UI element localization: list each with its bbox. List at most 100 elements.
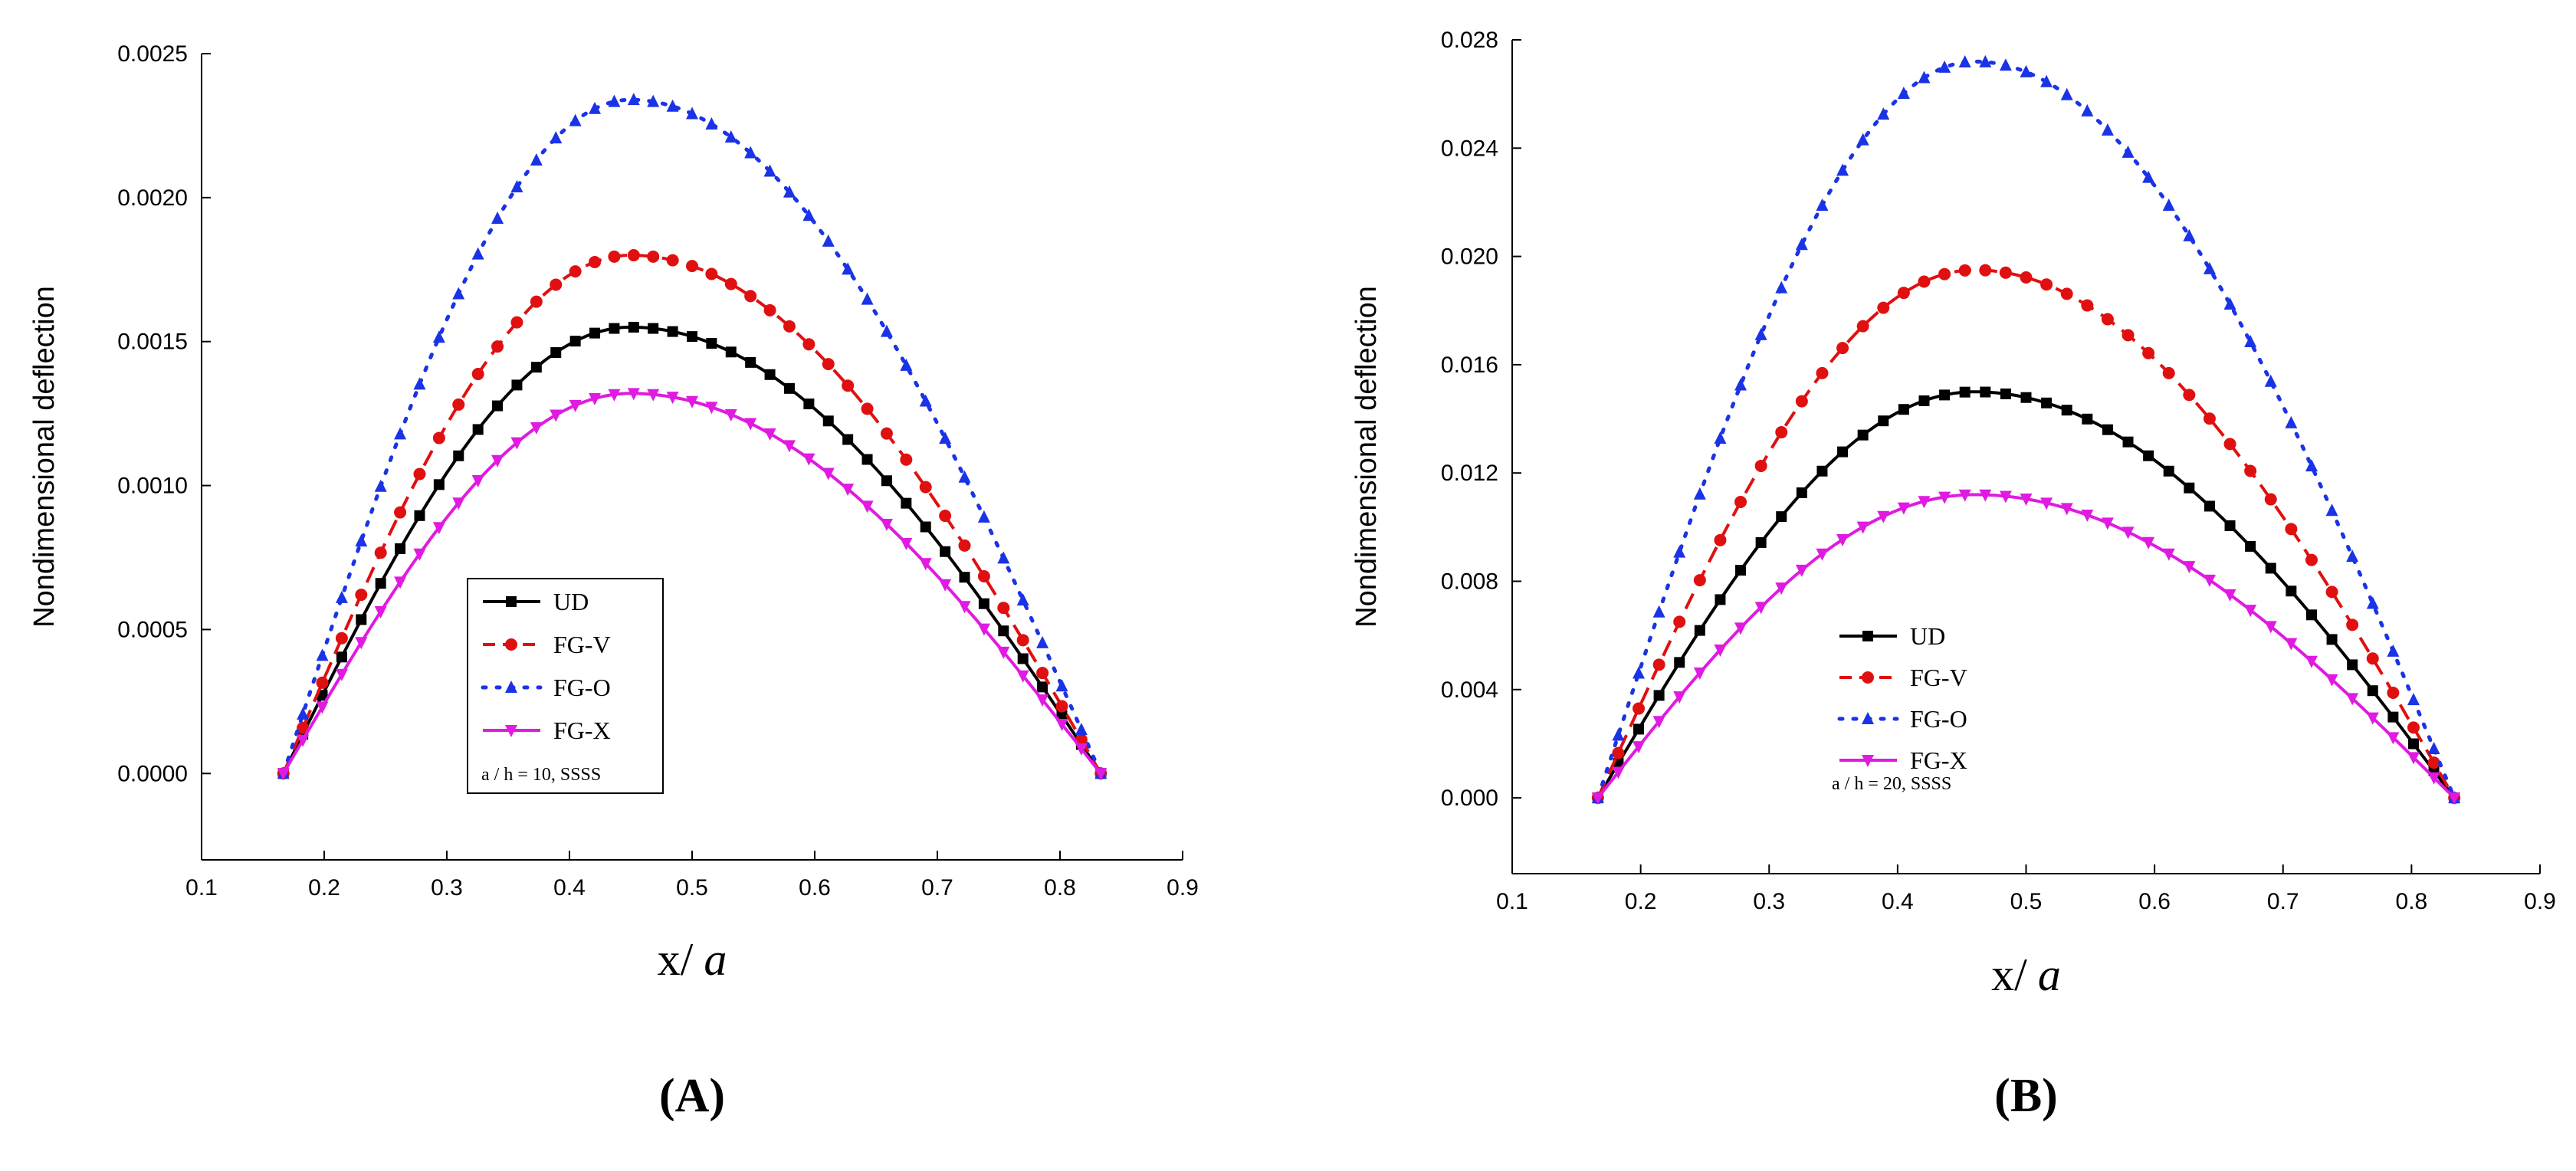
data-point — [1878, 415, 1889, 427]
data-point — [763, 303, 776, 317]
data-point — [1612, 766, 1625, 779]
data-point — [394, 506, 407, 519]
data-point — [1918, 71, 1931, 84]
data-point — [1795, 395, 1808, 408]
data-point — [2122, 436, 2134, 448]
data-point — [783, 382, 795, 394]
data-point — [1776, 511, 1787, 523]
data-point — [1715, 594, 1726, 605]
data-point — [355, 637, 368, 650]
data-point — [1877, 301, 1890, 314]
data-point — [1816, 465, 1828, 477]
data-point — [569, 336, 581, 347]
data-point — [1016, 670, 1029, 683]
data-point — [2305, 609, 2317, 621]
chart-panel-b: 0.000 0.004 0.008 0.012 0.016 0.020 0.024 0.028… — [1350, 28, 2556, 1122]
x-tick-label: 0.9 — [1167, 875, 1199, 900]
data-point — [997, 551, 1010, 564]
data-point — [2203, 412, 2216, 425]
data-point — [608, 94, 621, 107]
x-axis-label-text: x/ — [1991, 950, 2027, 1000]
data-point — [1958, 489, 1971, 502]
data-point — [2427, 756, 2440, 769]
data-point — [432, 431, 445, 444]
legend-label: FG-X — [553, 717, 611, 744]
data-point — [861, 402, 874, 415]
data-point — [705, 402, 718, 415]
data-point — [2162, 366, 2175, 379]
y-tick-label: 0.024 — [1441, 136, 1498, 161]
data-point — [2143, 450, 2154, 461]
data-point — [1999, 266, 2012, 279]
data-point — [2020, 392, 2032, 403]
data-point — [374, 479, 387, 492]
data-point — [627, 93, 640, 106]
data-point — [2244, 335, 2257, 348]
y-axis-label: Nondimensional deflection — [28, 286, 61, 628]
data-point — [2020, 64, 2033, 77]
data-point — [589, 255, 602, 268]
legend-marker — [506, 596, 517, 607]
data-point — [355, 534, 368, 547]
data-point — [628, 321, 639, 333]
data-point — [880, 518, 893, 531]
data-point — [1633, 741, 1646, 754]
data-point — [2223, 297, 2236, 310]
legend-marker — [505, 681, 517, 693]
data-point — [2183, 228, 2196, 241]
data-point — [2244, 464, 2257, 477]
data-point — [356, 614, 367, 625]
data-point — [1754, 602, 1767, 615]
data-point — [1897, 86, 1910, 99]
data-point — [1856, 133, 1869, 146]
data-point — [1856, 521, 1869, 534]
data-point — [822, 467, 835, 481]
data-point — [452, 398, 465, 411]
data-point — [1836, 533, 1849, 546]
data-point — [2285, 638, 2298, 651]
series-fg-v — [277, 249, 1108, 780]
series-fg-o — [1591, 54, 2461, 804]
y-tick-label: 0.020 — [1441, 244, 1498, 270]
data-point — [783, 440, 796, 453]
data-point — [1653, 690, 1665, 701]
data-point — [1938, 60, 1951, 73]
data-point — [2020, 494, 2033, 507]
y-tick-label: 0.0015 — [117, 330, 188, 355]
x-tick-label: 0.7 — [921, 875, 953, 900]
data-point — [1094, 768, 1108, 781]
legend-marker — [505, 725, 517, 737]
data-point — [1734, 495, 1747, 508]
data-point — [1775, 582, 1788, 595]
series-ud — [277, 321, 1107, 779]
data-point — [2102, 424, 2113, 435]
data-point — [510, 180, 523, 193]
data-point — [861, 500, 874, 513]
panel-label-letter: A — [675, 1070, 710, 1122]
data-point — [1016, 634, 1029, 647]
data-point — [2325, 674, 2338, 687]
data-point — [1795, 238, 1808, 251]
data-point — [374, 606, 387, 619]
data-point — [2264, 621, 2277, 634]
data-point — [822, 415, 834, 427]
legend-label: FG-V — [1910, 664, 1967, 691]
y-tick-label: 0.0010 — [117, 474, 188, 499]
data-point — [822, 358, 835, 371]
series-fg-o — [277, 93, 1108, 779]
data-point — [1714, 644, 1727, 657]
data-point — [2305, 655, 2318, 668]
data-point — [1612, 746, 1625, 759]
data-point — [842, 434, 854, 445]
data-point — [471, 368, 484, 381]
data-point — [394, 576, 407, 589]
data-point — [1693, 667, 1706, 680]
legend: UD FG-V FG-O FG-X a / h = 10, SSSS — [467, 578, 664, 794]
data-point — [900, 453, 913, 466]
data-point — [2162, 198, 2175, 212]
legend-label: UD — [1910, 622, 1945, 650]
data-point — [2347, 659, 2358, 671]
data-point — [1075, 723, 1088, 736]
data-point — [355, 589, 368, 602]
data-point — [550, 347, 562, 359]
